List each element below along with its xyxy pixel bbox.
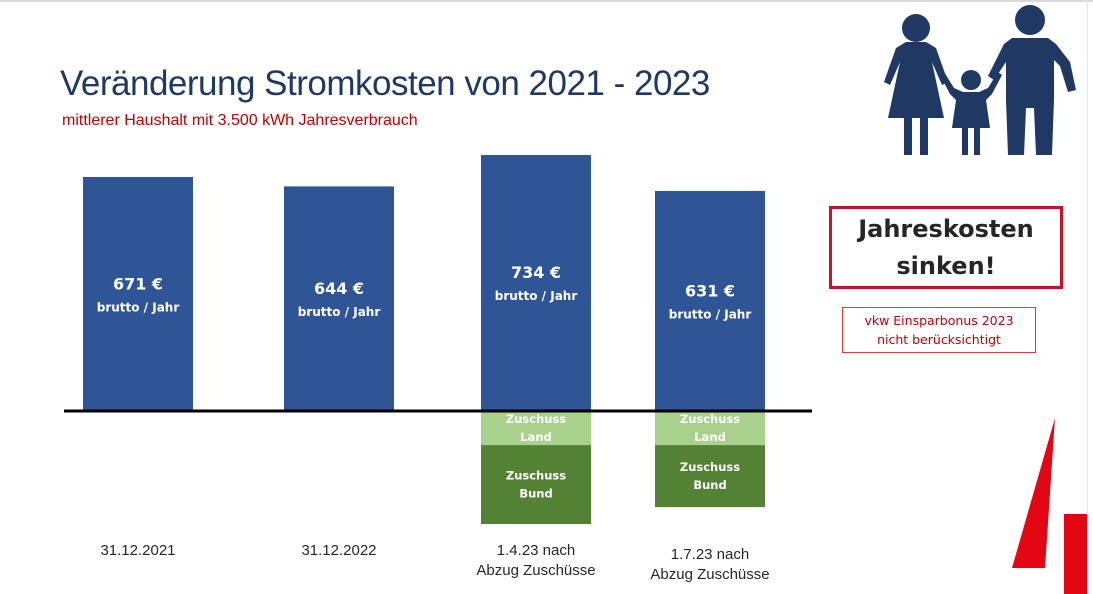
bar-chart: 671 € brutto / Jahr 644 € brutto / Jahr 734 … [64, 155, 812, 583]
subsidy-label: Zuschuss [506, 412, 566, 426]
subsidy-segment [655, 445, 765, 508]
category-label: 31.12.2021 [100, 542, 175, 559]
bar [284, 186, 394, 411]
subsidy-segment [481, 411, 591, 446]
callout-text: Jahreskosten sinken! [858, 214, 1034, 280]
bar-value-label: 734 € [511, 263, 561, 282]
bar-value-sublabel: brutto / Jahr [97, 300, 180, 314]
bar [655, 190, 765, 411]
bar-value-sublabel: brutto / Jahr [298, 305, 381, 319]
category-label: 1.7.23 nach [671, 546, 749, 563]
subsidy-label: Bund [693, 478, 726, 492]
note-text: vkw Einsparbonus 2023 nicht berücksichti… [864, 313, 1014, 347]
bar-value-label: 671 € [113, 274, 163, 293]
note-box: vkw Einsparbonus 2023 nicht berücksichti… [842, 307, 1036, 353]
zero-line [64, 409, 812, 413]
red-logo-shape [1012, 418, 1087, 594]
category-label: Abzug Zuschüsse [476, 562, 595, 579]
top-border [0, 0, 1093, 2]
bar-value-sublabel: brutto / Jahr [669, 308, 752, 322]
subsidy-segment [481, 445, 591, 524]
subsidy-label: Zuschuss [680, 412, 740, 426]
subsidy-label: Zuschuss [680, 460, 740, 474]
bar [481, 155, 591, 411]
category-label: 31.12.2022 [301, 542, 376, 559]
chart-title: Veränderung Stromkosten von 2021 - 2023 [60, 64, 710, 103]
bar-value-label: 631 € [685, 282, 735, 301]
subsidy-label: Land [520, 430, 552, 444]
subsidy-label: Land [694, 430, 726, 444]
bar-value-label: 644 € [314, 279, 364, 298]
right-border [1087, 0, 1088, 594]
category-label: Abzug Zuschüsse [650, 566, 769, 583]
chart-subtitle: mittlerer Haushalt mit 3.500 kWh Jahresv… [62, 112, 418, 129]
subsidy-label: Zuschuss [506, 469, 566, 483]
family-icon [884, 5, 1076, 155]
category-label: 1.4.23 nach [497, 542, 575, 559]
callout-box: Jahreskosten sinken! [829, 206, 1063, 289]
subsidy-label: Bund [519, 487, 552, 501]
bar-value-sublabel: brutto / Jahr [495, 289, 578, 303]
bar [83, 176, 193, 411]
subsidy-segment [655, 411, 765, 446]
